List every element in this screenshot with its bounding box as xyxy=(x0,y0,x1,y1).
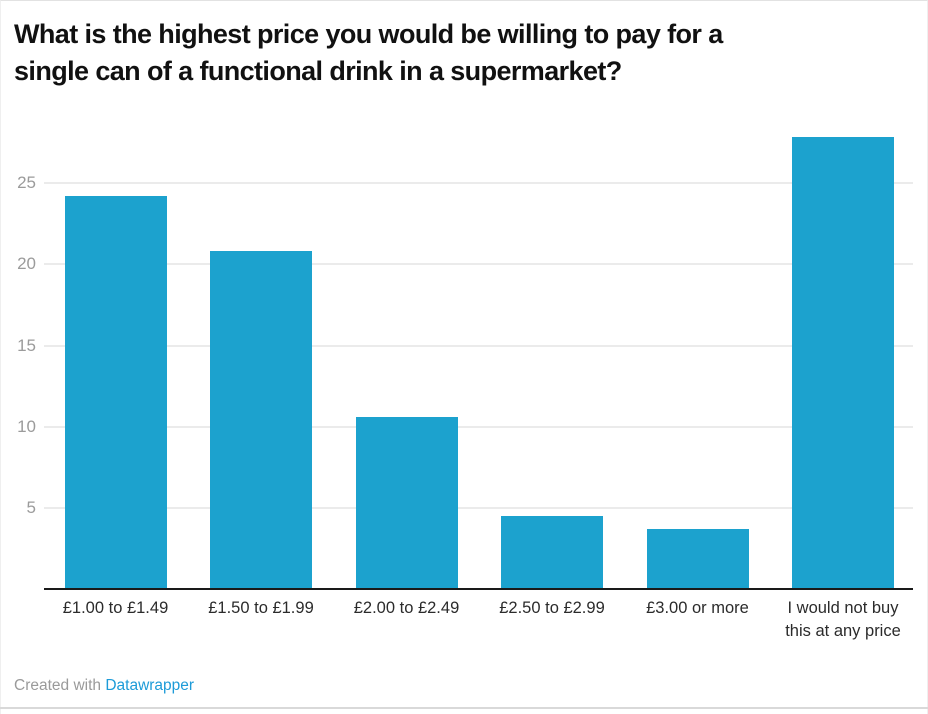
bar-0[interactable] xyxy=(64,196,167,590)
x-axis-label-5: I would not buy this at any price xyxy=(785,599,901,640)
x-axis-label-1: £1.50 to £1.99 xyxy=(208,599,314,617)
x-axis-label-0: £1.00 to £1.49 xyxy=(62,599,169,617)
x-axis-label-2: £2.00 to £2.49 xyxy=(353,599,460,617)
attribution-text: Created with xyxy=(14,677,106,694)
y-axis-label-5: 5 xyxy=(26,498,36,518)
bar-5[interactable] xyxy=(792,137,894,590)
bottom-divider xyxy=(0,707,928,709)
x-axis-label-3: £2.50 to £2.99 xyxy=(499,599,605,617)
bar-2[interactable] xyxy=(355,417,458,590)
y-axis-label-20: 20 xyxy=(17,254,36,274)
x-axis-line xyxy=(44,588,913,590)
attribution: Created with Datawrapper xyxy=(14,676,194,696)
bar-3[interactable] xyxy=(501,516,603,590)
y-axis-label-15: 15 xyxy=(17,335,36,355)
chart-title-line1: What is the highest price you would be w… xyxy=(14,19,723,49)
chart-title-line2: single can of a functional drink in a su… xyxy=(14,56,622,86)
y-axis-label-25: 25 xyxy=(17,173,36,192)
gridline-5 xyxy=(44,507,913,510)
y-axis-label-10: 10 xyxy=(17,416,36,436)
datawrapper-link[interactable]: Datawrapper xyxy=(105,677,195,694)
gridline-25 xyxy=(44,182,913,184)
gridline-20 xyxy=(44,263,913,266)
bar-1[interactable] xyxy=(210,251,312,590)
bar-4[interactable] xyxy=(646,529,749,590)
x-axis-label-4: £3.00 or more xyxy=(646,599,749,617)
gridline-15 xyxy=(44,344,913,347)
gridline-10 xyxy=(44,425,913,428)
chart-title: What is the highest price you would be w… xyxy=(14,16,908,90)
